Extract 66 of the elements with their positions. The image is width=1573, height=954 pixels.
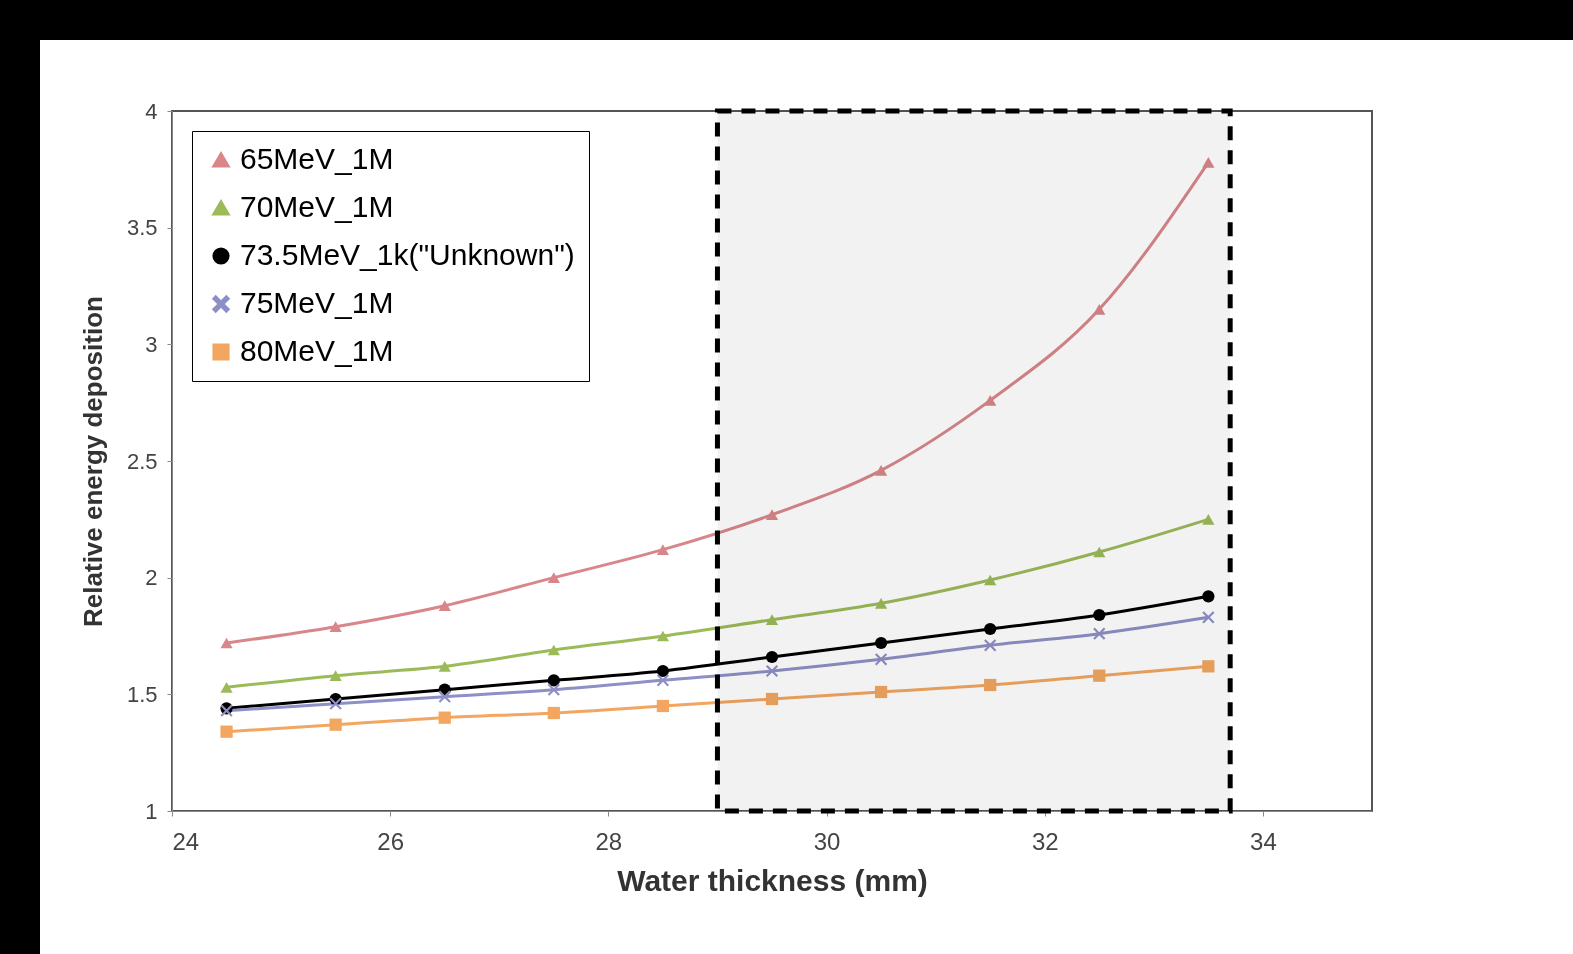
point [329,718,342,731]
legend-label: 73.5MeV_1k("Unknown") [240,238,575,271]
point [1202,660,1215,673]
point [1202,611,1215,624]
x-tick-label: 24 [172,827,200,855]
x-tick-label: 34 [1250,827,1277,855]
x-tick-label: 26 [377,827,405,855]
point [547,706,560,720]
point [547,683,560,696]
legend-label: 65MeV_1M [240,142,394,175]
point [656,630,670,642]
point [765,509,779,520]
point [874,653,888,666]
point [765,664,779,678]
point [984,639,997,652]
point [438,711,451,724]
x-axis-title: Water thickness (mm) [617,863,928,897]
point [329,697,342,710]
point [984,622,997,636]
point [1093,546,1106,558]
point [765,692,779,706]
y-tick-label: 3 [145,331,158,357]
point [1202,514,1215,525]
legend-label: 70MeV_1M [240,190,394,223]
y-tick-label: 2.5 [126,448,158,474]
point [547,674,560,687]
point [1202,157,1215,168]
point [765,650,779,664]
point [547,644,560,656]
point [1093,304,1106,315]
point [984,678,997,692]
point [1093,627,1106,640]
point [874,598,888,609]
legend-label: 75MeV_1M [240,286,394,319]
point [874,685,888,699]
point [874,465,888,476]
point [656,544,670,555]
point [547,572,560,583]
point [984,395,997,406]
y-tick-label: 1.5 [126,681,158,707]
point [656,664,670,678]
point [656,699,670,713]
point [765,614,779,625]
y-tick-label: 1 [145,798,158,824]
point [220,725,233,738]
y-tick-label: 2 [145,565,158,591]
y-tick-label: 4 [145,98,158,124]
y-tick-label: 3.5 [126,215,158,241]
point [1093,608,1106,622]
point [874,636,888,650]
point [220,637,233,649]
point [1093,669,1106,682]
x-tick-label: 30 [813,827,841,855]
point [438,661,451,672]
y-axis-title: Relative energy deposition [77,296,108,627]
point [438,600,451,611]
point [656,674,670,687]
point [1202,590,1215,603]
point [984,574,997,586]
legend-label: 80MeV_1M [240,334,394,367]
point [329,621,342,632]
x-tick-label: 28 [595,827,623,855]
point [220,682,233,693]
point [438,690,451,703]
x-tick-label: 32 [1031,827,1059,855]
point [329,670,342,681]
